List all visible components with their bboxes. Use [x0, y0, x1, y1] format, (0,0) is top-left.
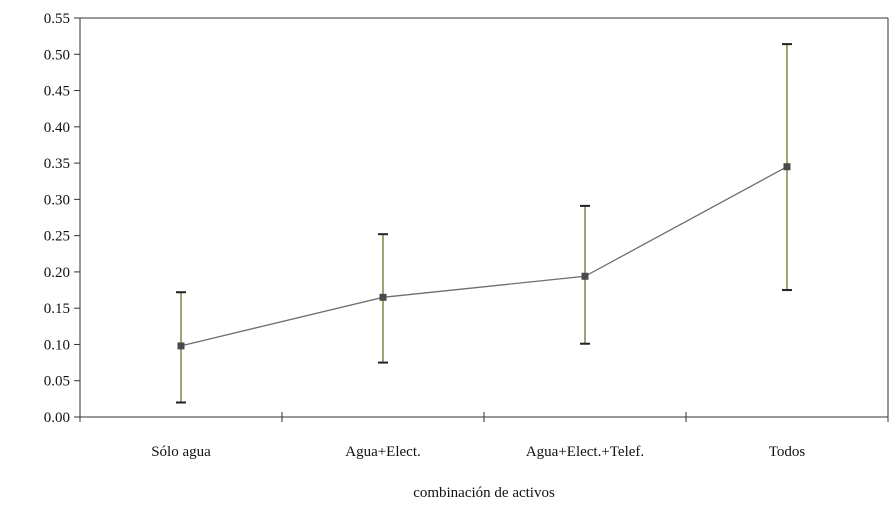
x-tick-label: Sólo agua — [151, 444, 211, 460]
data-point-marker — [178, 342, 185, 349]
series-line — [181, 167, 787, 346]
y-tick-label: 0.20 — [44, 265, 70, 281]
y-axis: 0.00 0.05 0.10 0.15 0.20 0.25 0.30 0.35 0.40 0.45… — [44, 11, 80, 426]
data-series — [178, 163, 791, 349]
y-tick-label: 0.45 — [44, 84, 70, 100]
y-tick-label: 0.10 — [44, 337, 70, 353]
data-point-marker — [380, 294, 387, 301]
y-tick-label: 0.25 — [44, 229, 70, 245]
y-tick-label: 0.30 — [44, 192, 70, 208]
x-tick-label: Todos — [769, 444, 806, 460]
data-point-marker — [784, 163, 791, 170]
x-axis-title: combinación de activos — [413, 485, 555, 501]
x-tick-label: Agua+Elect. — [345, 444, 421, 460]
y-tick-label: 0.35 — [44, 156, 70, 172]
y-tick-label: 0.00 — [44, 410, 70, 426]
x-tick-label: Agua+Elect.+Telef. — [526, 444, 644, 460]
plot-frame — [80, 18, 888, 417]
y-tick-label: 0.40 — [44, 120, 70, 136]
y-tick-label: 0.55 — [44, 11, 70, 27]
x-axis: Sólo agua Agua+Elect. Agua+Elect.+Telef. To… — [80, 412, 888, 460]
error-bars — [176, 44, 792, 402]
y-tick-label: 0.05 — [44, 374, 70, 390]
y-tick-label: 0.15 — [44, 301, 70, 317]
data-point-marker — [582, 273, 589, 280]
y-tick-label: 0.50 — [44, 47, 70, 63]
